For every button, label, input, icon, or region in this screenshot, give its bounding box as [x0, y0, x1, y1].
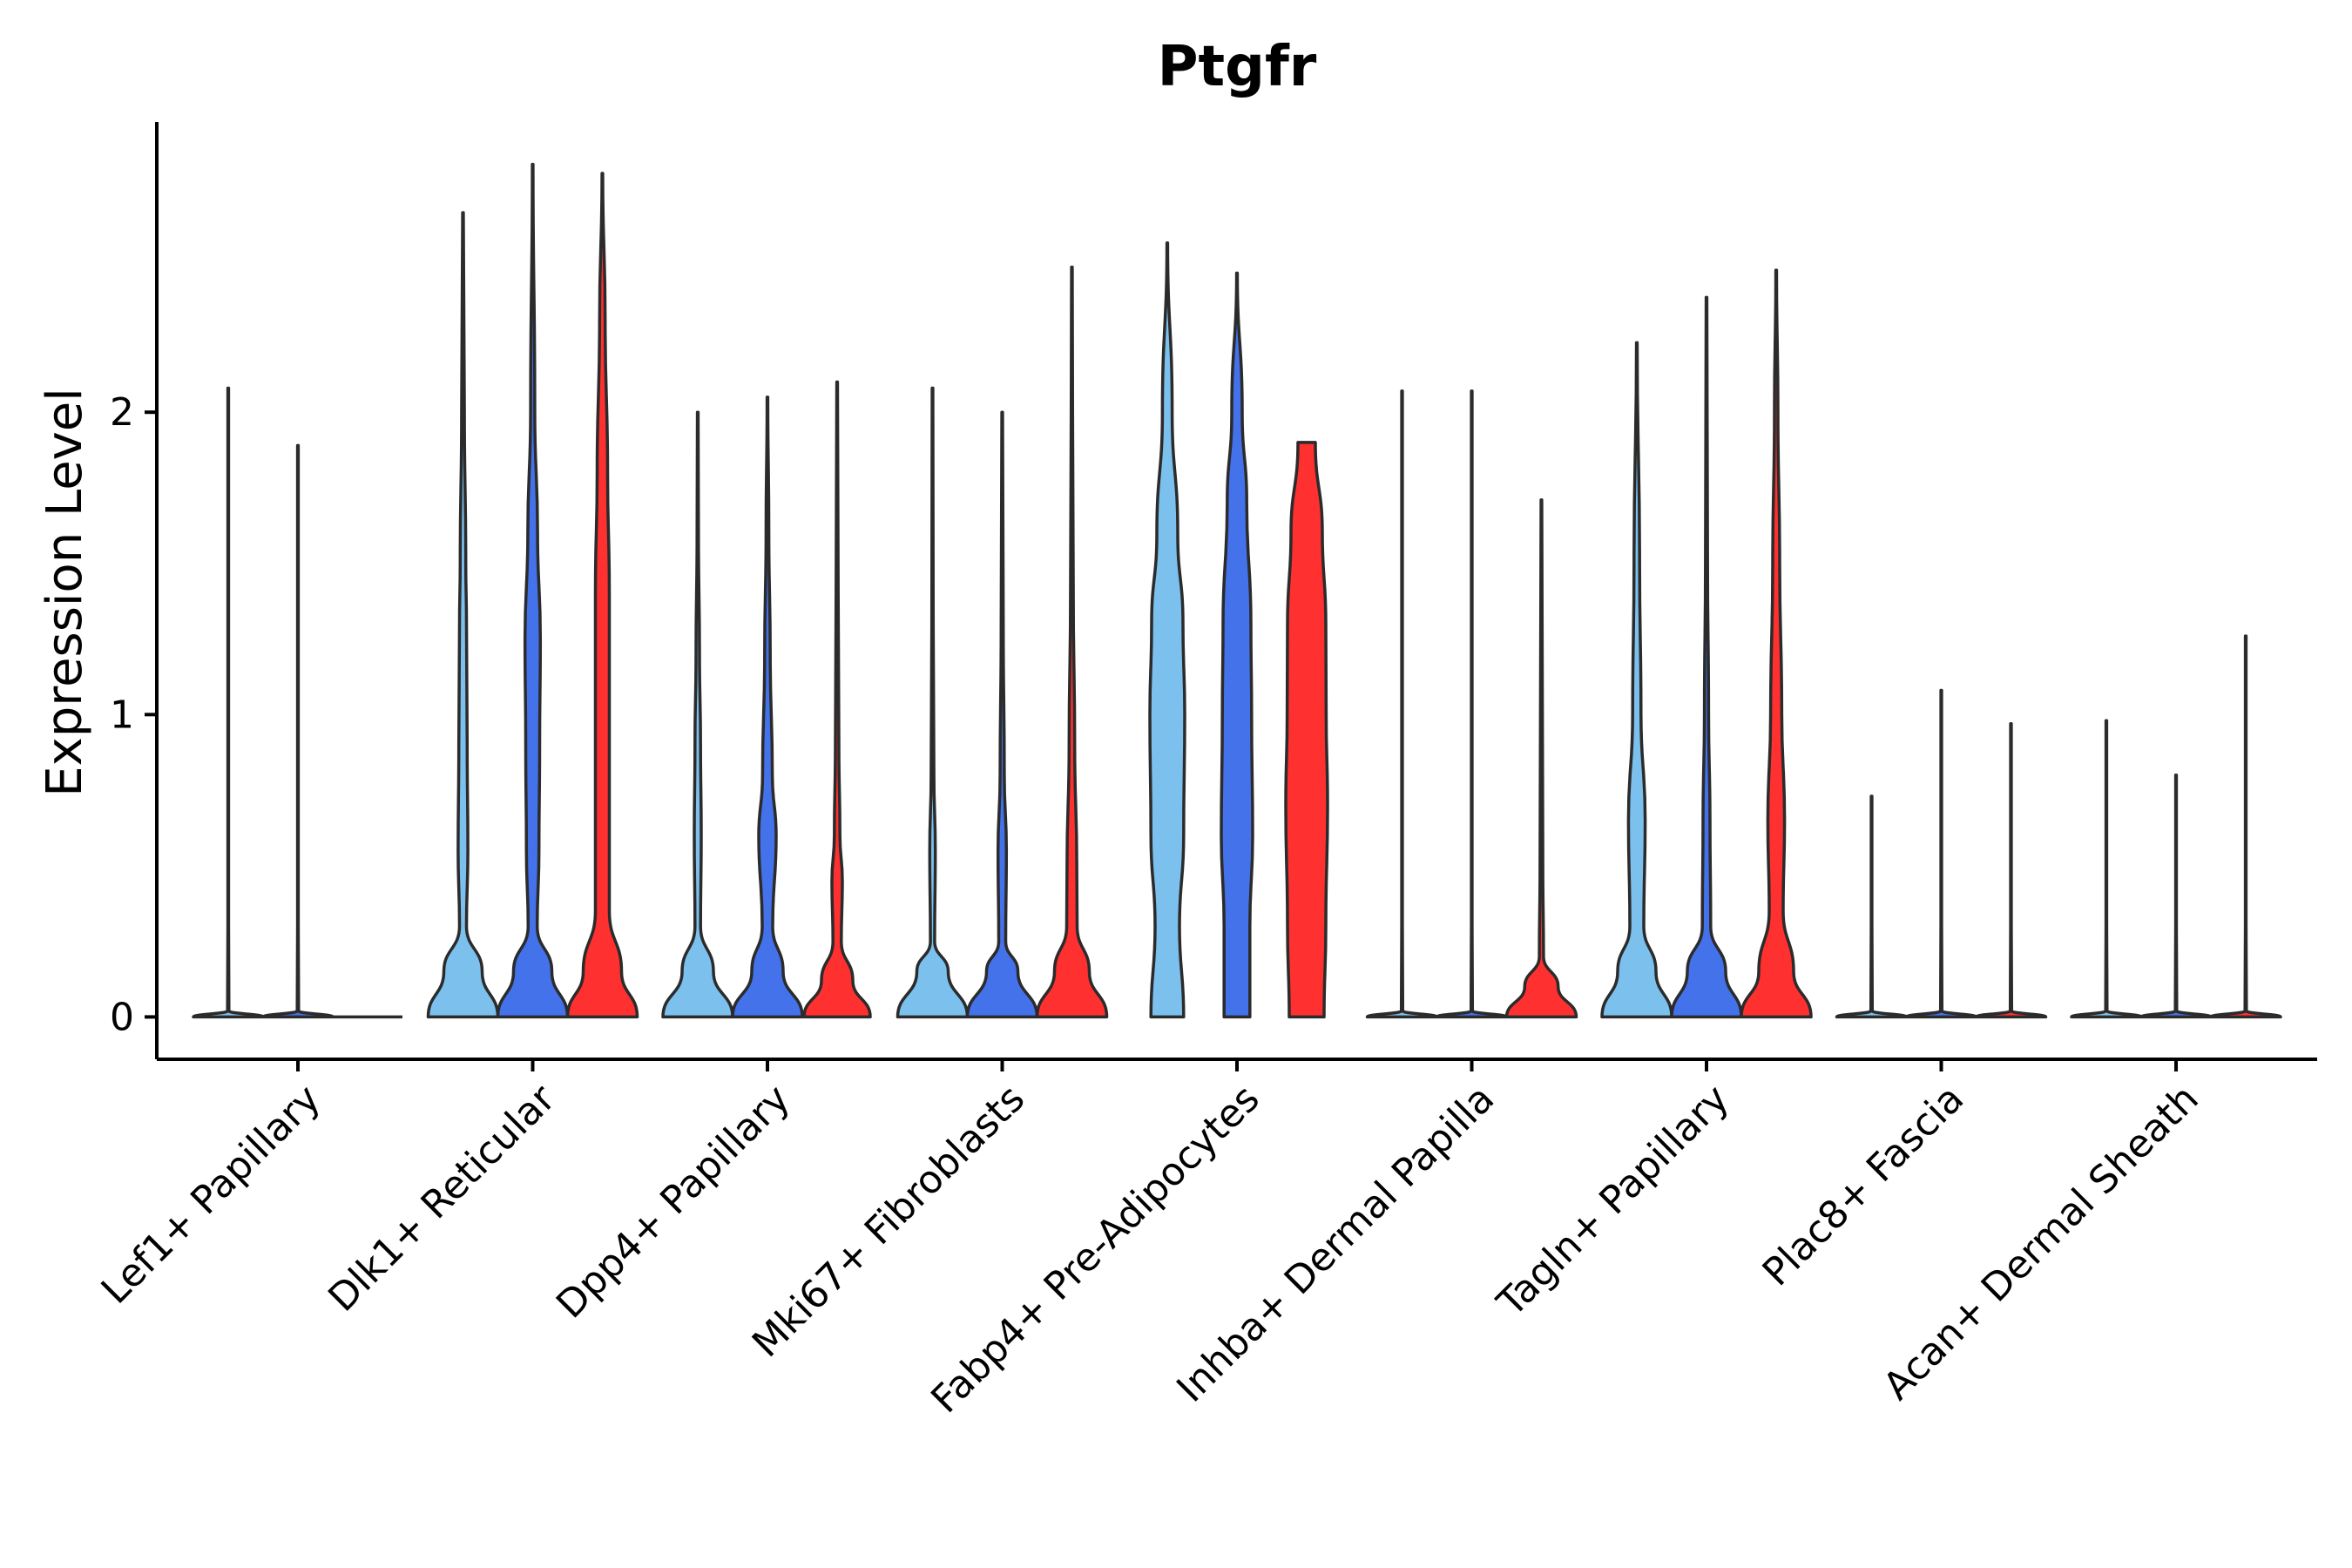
violin-2-0 [661, 410, 734, 1019]
violin-6-0 [1600, 341, 1673, 1019]
violin-5-1 [1435, 389, 1509, 1019]
violin-3-2 [1035, 265, 1109, 1019]
y-axis-label: Expression Level [37, 388, 93, 797]
violin-8-0 [2070, 719, 2143, 1019]
y-tick-label-1: 1 [110, 693, 134, 737]
violin-6-2 [1740, 268, 1813, 1019]
violin-7-2 [1974, 721, 2048, 1019]
violin-5-0 [1365, 389, 1439, 1019]
violin-7-0 [1835, 794, 1909, 1019]
violin-8-2 [2209, 634, 2282, 1019]
violin-6-1 [1670, 295, 1743, 1019]
violin-8-1 [2139, 773, 2213, 1019]
chart-title: Ptgfr [1158, 35, 1317, 99]
violin-2-2 [802, 380, 872, 1019]
violins-layer [192, 162, 2282, 1019]
violin-1-0 [426, 211, 500, 1019]
violin-3-0 [896, 386, 970, 1019]
violin-2-1 [731, 395, 804, 1019]
y-tick-label-0: 0 [110, 995, 134, 1039]
violin-3-1 [965, 410, 1039, 1019]
violin-4-0 [1148, 241, 1186, 1019]
y-tick-label-2: 2 [110, 390, 134, 435]
violin-0-0 [192, 386, 265, 1019]
violin-4-2 [1284, 441, 1329, 1019]
violin-4-1 [1220, 271, 1254, 1019]
violin-1-1 [496, 162, 570, 1019]
violin-5-2 [1504, 498, 1578, 1019]
violin-1-2 [565, 172, 639, 1019]
violin-7-1 [1904, 688, 1978, 1019]
violin-0-1 [261, 443, 335, 1019]
